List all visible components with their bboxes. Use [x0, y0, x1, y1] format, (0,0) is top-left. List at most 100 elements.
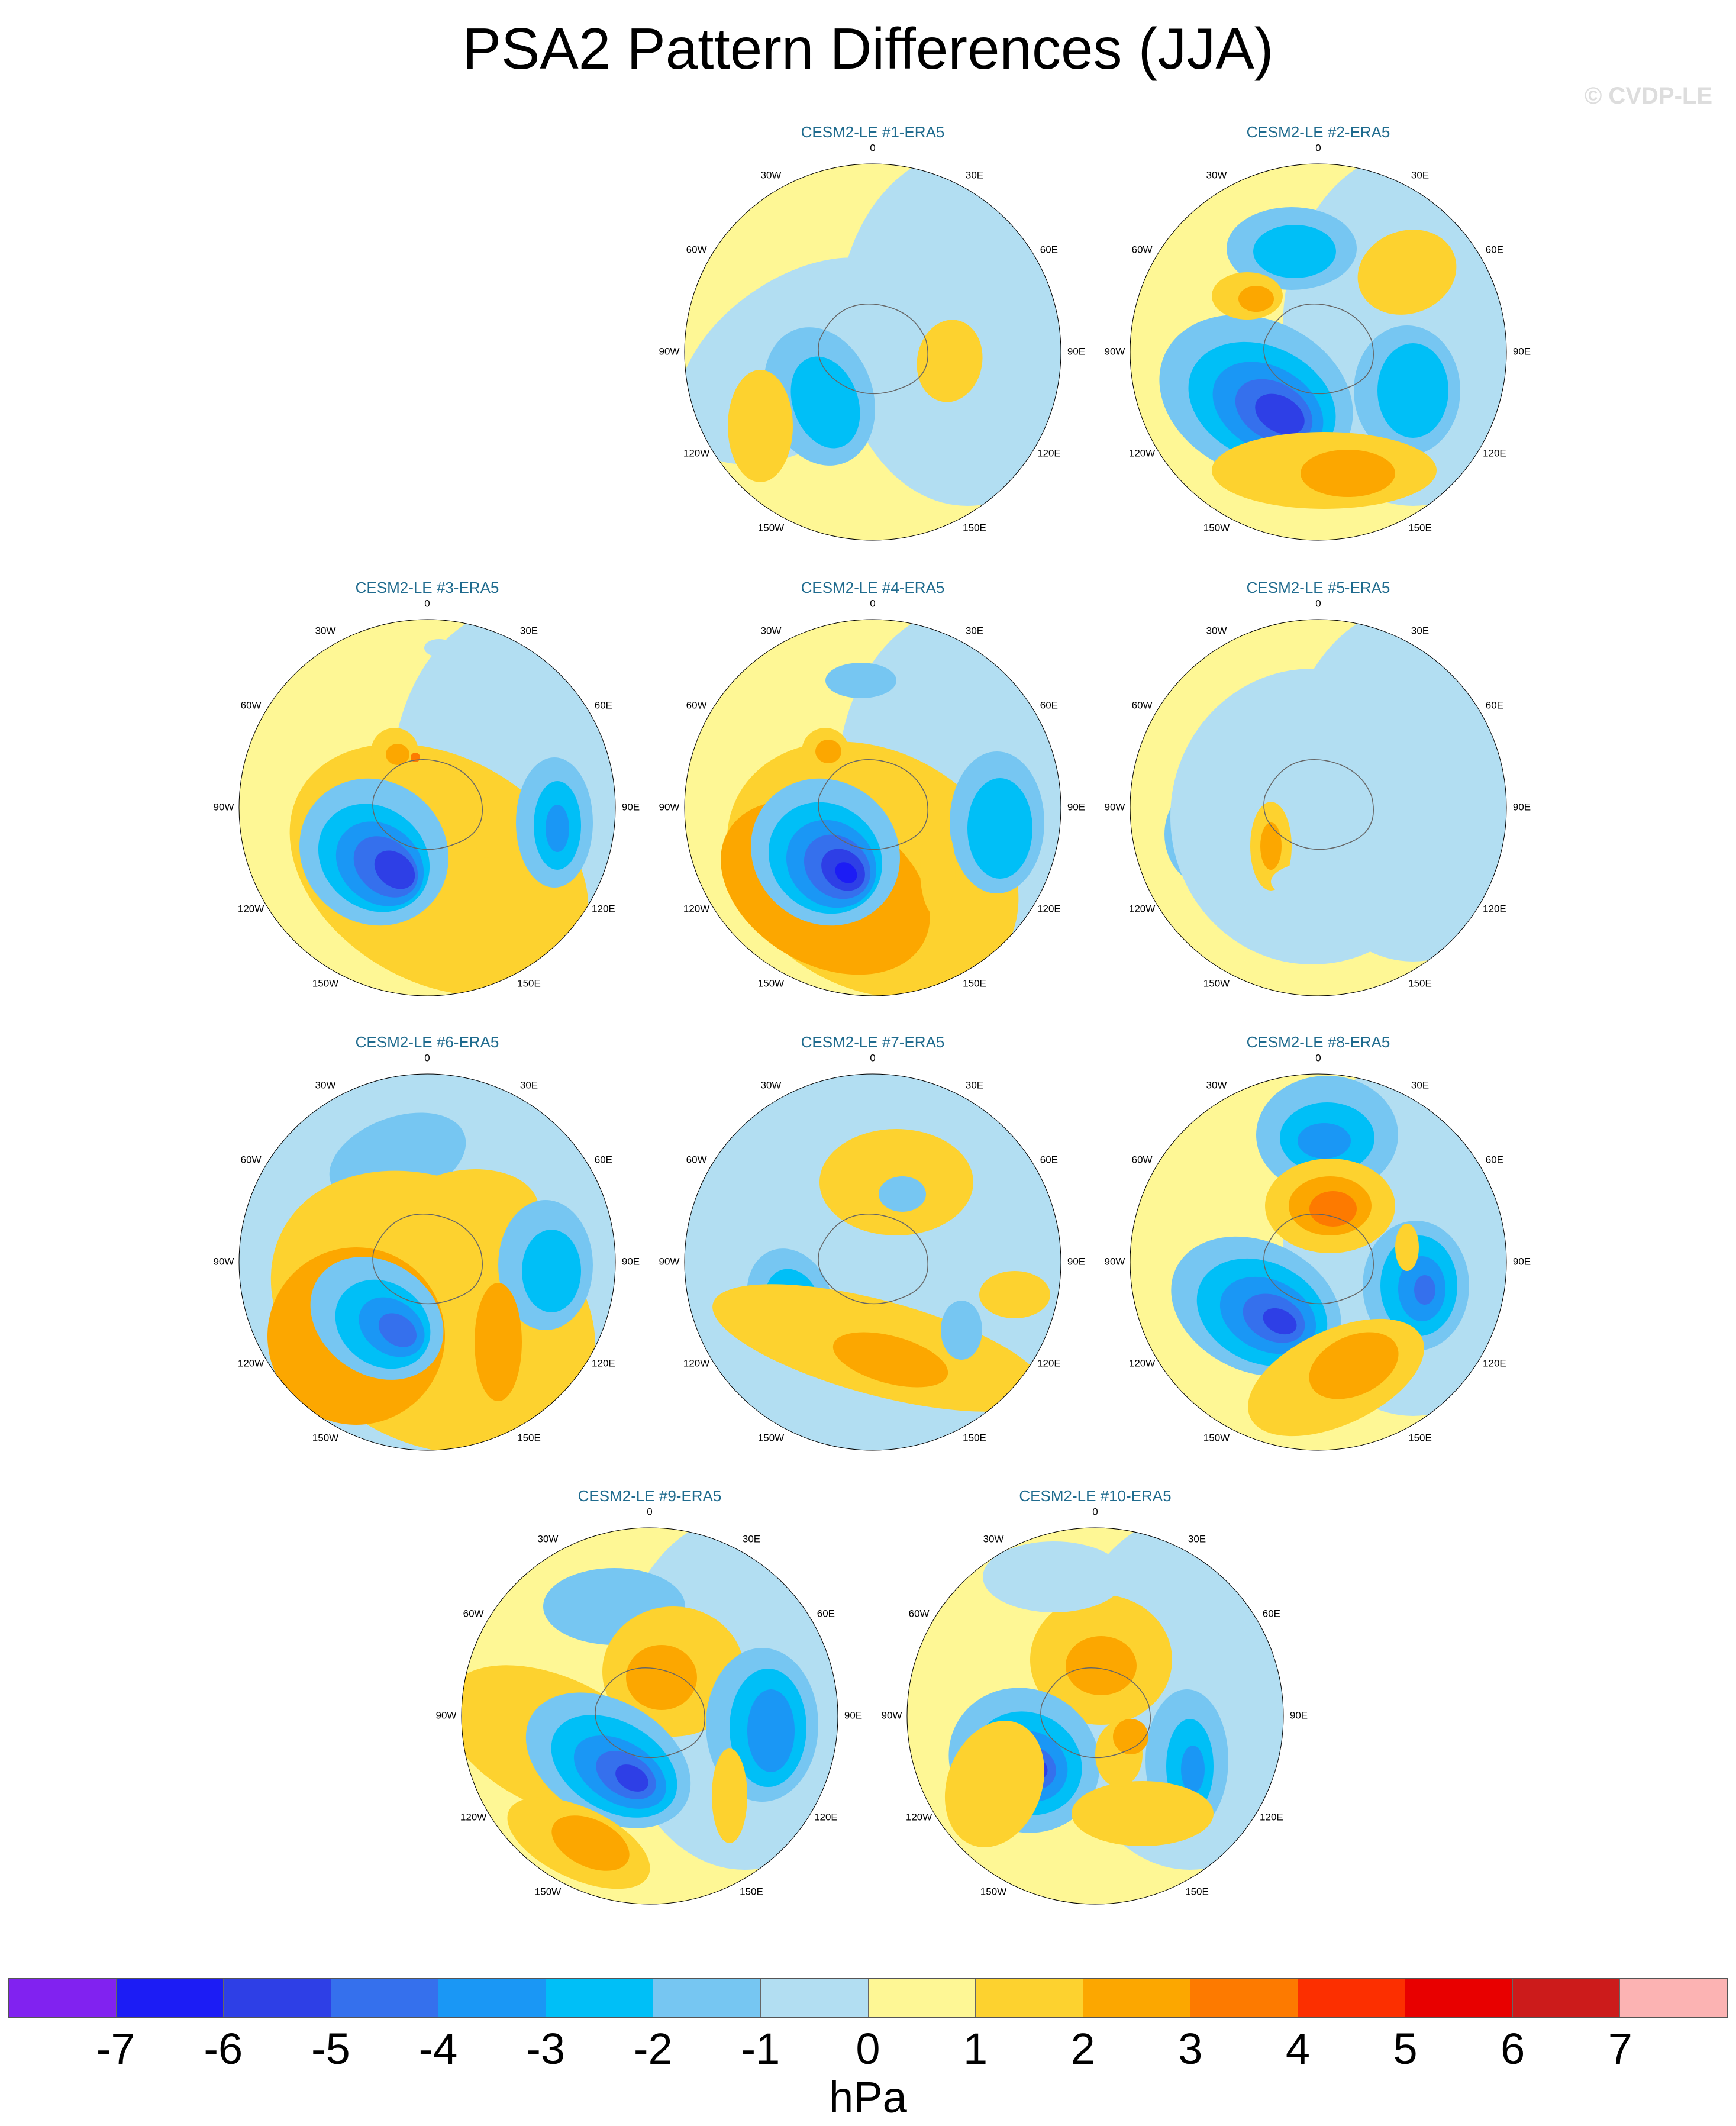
longitude-label: 60W — [241, 699, 262, 711]
panel-title: CESM2-LE #8-ERA5 — [1247, 1033, 1390, 1051]
longitude-label: 120E — [1037, 903, 1061, 914]
longitude-label: 30E — [743, 1534, 760, 1545]
longitude-label: 90E — [1513, 346, 1531, 357]
contour-field — [462, 1528, 838, 1904]
longitude-label: 120E — [592, 903, 615, 914]
panel-title: CESM2-LE #7-ERA5 — [801, 1033, 945, 1051]
longitude-label: 180 — [1310, 1005, 1327, 1006]
map-panel: CESM2-LE #5-ERA5 0 30E 60E 90E 120E 150E 180 150… — [1093, 574, 1543, 1006]
longitude-label: 120W — [683, 1357, 709, 1369]
longitude-label: 30W — [315, 625, 336, 637]
longitude-label: 0 — [1092, 1506, 1098, 1517]
longitude-label: 60W — [1132, 1154, 1153, 1165]
longitude-label: 60W — [686, 1154, 707, 1165]
longitude-label: 90W — [1105, 1256, 1125, 1267]
longitude-label: 60E — [817, 1608, 835, 1619]
longitude-label: 150E — [1408, 522, 1432, 533]
longitude-label: 180 — [864, 1459, 881, 1460]
longitude-label: 60E — [1040, 244, 1058, 255]
longitude-label: 30W — [761, 170, 782, 181]
longitude-label: 30E — [966, 1080, 983, 1091]
contour-field — [685, 1074, 1061, 1450]
colorbar-segment — [1298, 1979, 1406, 2017]
colorbar-segment — [868, 1979, 976, 2017]
longitude-label: 150E — [963, 1432, 986, 1443]
contour-field — [1130, 164, 1506, 540]
longitude-label: 90E — [1067, 801, 1085, 812]
longitude-label: 150E — [517, 1432, 541, 1443]
colorbar-segment — [1620, 1979, 1727, 2017]
longitude-label: 60E — [1040, 699, 1058, 711]
longitude-label: 60W — [686, 699, 707, 711]
colorbar-tick-label: 0 — [856, 2024, 880, 2073]
longitude-label: 120E — [1260, 1811, 1283, 1822]
longitude-label: 120E — [1483, 1357, 1506, 1369]
longitude-label: 60E — [595, 699, 612, 711]
longitude-label: 90W — [659, 801, 680, 812]
longitude-label: 150E — [963, 522, 986, 533]
longitude-label: 60E — [595, 1154, 612, 1165]
longitude-label: 120E — [592, 1357, 615, 1369]
longitude-label: 90W — [214, 1256, 234, 1267]
longitude-label: 150E — [740, 1886, 763, 1897]
credit-watermark: © CVDP-LE — [1584, 83, 1712, 109]
longitude-label: 0 — [647, 1506, 652, 1517]
longitude-label: 0 — [424, 598, 430, 609]
longitude-label: 180 — [1310, 549, 1327, 550]
contour-field — [685, 164, 1061, 540]
colorbar-segment — [760, 1979, 869, 2017]
longitude-label: 150W — [1203, 522, 1230, 533]
contour-field — [239, 620, 615, 996]
longitude-label: 150E — [1185, 1886, 1209, 1897]
longitude-label: 30E — [966, 170, 983, 181]
longitude-label: 30E — [520, 1080, 538, 1091]
longitude-label: 60E — [1486, 244, 1503, 255]
colorbar-tick-label: 3 — [1178, 2024, 1203, 2073]
longitude-label: 0 — [424, 1052, 430, 1063]
longitude-label: 90E — [1067, 1256, 1085, 1267]
colorbar-segment — [1190, 1979, 1298, 2017]
panel-title: CESM2-LE #5-ERA5 — [1247, 579, 1390, 596]
colorbar-segment — [438, 1979, 546, 2017]
longitude-label: 150W — [312, 977, 338, 989]
colorbar-segment — [653, 1979, 761, 2017]
longitude-label: 180 — [864, 1005, 881, 1006]
longitude-label: 30W — [761, 625, 782, 637]
colorbar-tick-label: -5 — [311, 2024, 350, 2073]
longitude-label: 90E — [622, 801, 640, 812]
longitude-label: 120W — [1129, 903, 1155, 914]
panel-title: CESM2-LE #2-ERA5 — [1247, 123, 1390, 141]
longitude-label: 90W — [214, 801, 234, 812]
longitude-label: 90E — [1290, 1709, 1308, 1721]
longitude-label: 30W — [1206, 170, 1227, 181]
longitude-label: 30E — [1411, 625, 1429, 637]
colorbar-tick-label: -6 — [204, 2024, 243, 2073]
colorbar-segment — [1512, 1979, 1621, 2017]
longitude-label: 150E — [1408, 977, 1432, 989]
longitude-label: 150W — [535, 1886, 561, 1897]
longitude-label: 150E — [1408, 1432, 1432, 1443]
colorbar-segment — [1405, 1979, 1513, 2017]
longitude-label: 60W — [241, 1154, 262, 1165]
longitude-label: 180 — [864, 549, 881, 550]
longitude-label: 120E — [1037, 447, 1061, 459]
longitude-label: 60E — [1263, 1608, 1280, 1619]
longitude-label: 90W — [659, 346, 680, 357]
colorbar-tick-label: 2 — [1070, 2024, 1095, 2073]
longitude-label: 0 — [870, 142, 875, 153]
colorbar-segment — [9, 1979, 117, 2017]
colorbar-segment — [1083, 1979, 1191, 2017]
longitude-label: 180 — [1310, 1459, 1327, 1460]
longitude-label: 150W — [758, 522, 784, 533]
longitude-label: 180 — [419, 1005, 435, 1006]
longitude-label: 60E — [1486, 1154, 1503, 1165]
longitude-label: 150W — [758, 1432, 784, 1443]
longitude-label: 30E — [1411, 1080, 1429, 1091]
longitude-label: 150E — [517, 977, 541, 989]
longitude-label: 120E — [814, 1811, 838, 1822]
colorbar-segment — [976, 1979, 1083, 2017]
longitude-label: 150W — [980, 1886, 1006, 1897]
